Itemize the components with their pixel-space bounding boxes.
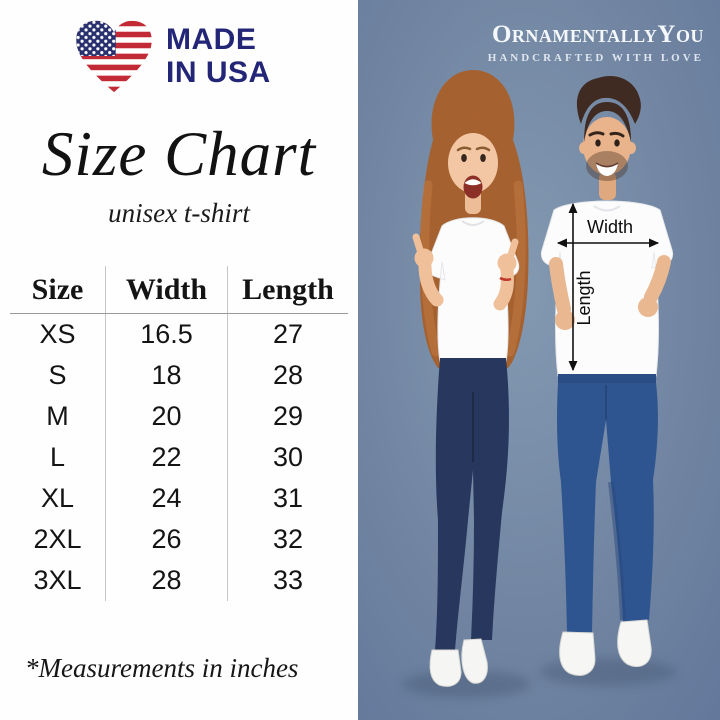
- woman-forearm: [493, 263, 514, 311]
- woman-eye: [461, 154, 467, 162]
- table-row: XL 24 31: [10, 478, 348, 519]
- length-cell: 29: [272, 401, 304, 431]
- info-panel: MADE IN USA Size Chart unisex t-shirt Si…: [0, 0, 358, 720]
- size-cell: XS: [10, 314, 106, 355]
- man-sneaker: [617, 619, 652, 668]
- woman-eye: [480, 154, 486, 162]
- man-thumb-up: [554, 293, 565, 315]
- width-cell: 28: [106, 560, 228, 601]
- table-row: 2XL 26 32: [10, 519, 348, 560]
- measurement-arrows: Width Length: [556, 202, 660, 372]
- woman-sneaker: [429, 649, 462, 687]
- man-collar: [593, 205, 621, 212]
- size-cell: XL: [10, 478, 106, 519]
- man-eyebrow: [588, 131, 605, 137]
- header-size: Size: [10, 266, 106, 313]
- woman-forearm: [418, 259, 444, 307]
- table-row: S 18 28: [10, 355, 348, 396]
- width-cell: 20: [106, 396, 228, 437]
- brand-logo: OrnamentallyYou HANDCRAFTED WITH LOVE: [487, 21, 704, 65]
- man-hair: [576, 76, 641, 124]
- man-eyebrow: [609, 131, 625, 138]
- man-jeans-shading: [608, 481, 626, 621]
- woman-teeth: [464, 179, 482, 186]
- page-title: Size Chart: [41, 119, 317, 189]
- length-cell: 27: [272, 319, 304, 349]
- woman-tshirt: [426, 217, 520, 363]
- table-row: L 22 30: [10, 437, 348, 478]
- size-cell: 3XL: [10, 560, 106, 601]
- size-cell: 2XL: [10, 519, 106, 560]
- woman-open-mouth: [463, 175, 483, 199]
- usa-heart-flag-icon: [76, 20, 152, 93]
- man-neck: [599, 172, 616, 200]
- table-row: XS 16.5 27: [10, 314, 348, 355]
- couple-photo-illustration: Width Length: [358, 0, 720, 720]
- woman-bracelet: [499, 276, 512, 282]
- length-arrow-label: Length: [574, 270, 594, 325]
- length-cell: 31: [272, 483, 304, 513]
- woman-thumb-up: [507, 238, 519, 259]
- page-subtitle: unisex t-shirt: [108, 198, 250, 228]
- woman-thumb-up: [412, 233, 424, 254]
- length-cell: 32: [272, 524, 304, 554]
- brand-tagline: HANDCRAFTED WITH LOVE: [487, 52, 704, 64]
- header-width: Width: [106, 266, 228, 313]
- width-cell: 22: [106, 437, 228, 478]
- size-cell: L: [10, 437, 106, 478]
- width-cell: 24: [106, 478, 228, 519]
- woman-jeans: [435, 358, 509, 650]
- man-jeans: [557, 383, 658, 632]
- woman-hair-highlight: [505, 180, 526, 357]
- width-cell: 26: [106, 519, 228, 560]
- made-in-usa-text: MADE IN USA: [166, 23, 271, 89]
- length-cell: 28: [272, 360, 304, 390]
- width-cell: 16.5: [106, 314, 228, 355]
- woman-eyebrow: [456, 146, 472, 152]
- size-cell: S: [10, 355, 106, 396]
- man-hairline: [584, 102, 631, 142]
- man-smile-line: [595, 162, 619, 168]
- woman-sneaker: [461, 638, 488, 684]
- table-header-row: Size Width Length: [10, 266, 348, 314]
- man-fist: [638, 297, 658, 317]
- woman-hair-fringe: [447, 100, 499, 152]
- man-eye: [595, 139, 601, 147]
- made-line2: IN USA: [166, 56, 271, 89]
- size-table: Size Width Length XS 16.5 27 S 18 28 M 2…: [10, 266, 348, 601]
- studio-backdrop: [358, 0, 720, 720]
- table-row: 3XL 28 33: [10, 560, 348, 601]
- header-length: Length: [242, 272, 334, 306]
- man-smile: [596, 163, 618, 176]
- made-in-usa-badge: MADE IN USA: [72, 16, 271, 96]
- made-line1: MADE: [166, 23, 257, 56]
- woman-collar: [461, 220, 485, 226]
- product-photo: Width Length OrnamentallyYou HANDCRAFTED…: [358, 0, 720, 720]
- measurements-footnote: *Measurements in inches: [25, 653, 299, 683]
- man-eye: [614, 139, 620, 147]
- length-cell: 30: [272, 442, 304, 472]
- man-jeans-waistband: [558, 374, 656, 385]
- width-arrow-label: Width: [587, 217, 633, 237]
- size-cell: M: [10, 396, 106, 437]
- man-thumb-up: [648, 280, 659, 301]
- woman-figure: [412, 70, 529, 687]
- width-cell: 18: [106, 355, 228, 396]
- man-sneaker: [559, 631, 596, 676]
- brand-name: OrnamentallyYou: [491, 21, 704, 48]
- table-row: M 20 29: [10, 396, 348, 437]
- length-cell: 33: [272, 565, 304, 595]
- floor-shadow: [540, 658, 676, 686]
- woman-eyebrow: [475, 146, 491, 152]
